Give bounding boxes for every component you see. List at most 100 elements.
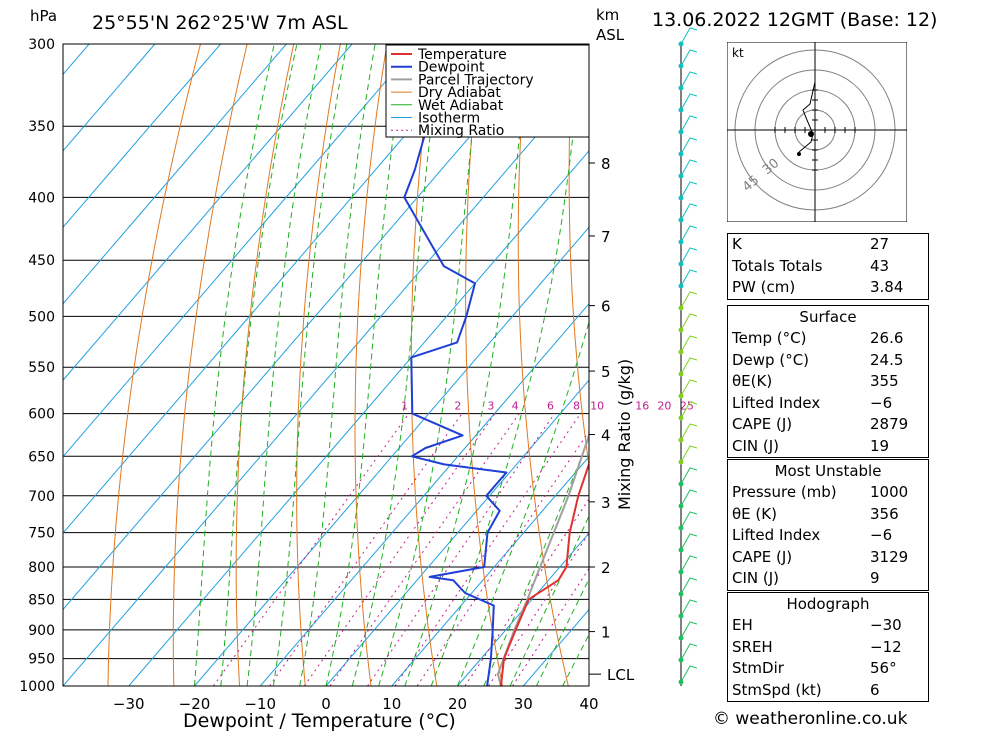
wind-barb [680,357,698,375]
index-row: Lifted Index −6 [728,525,928,547]
isotherm-line [63,44,287,305]
index-row: K 27 [728,234,928,256]
index-value: 24.5 [870,350,904,369]
pressure-tick-label: 950 [28,652,55,668]
hodograph-trace [798,81,816,153]
mixing-ratio-label: 20 [657,400,671,413]
hodograph-point [797,152,801,156]
wind-barb [680,335,698,353]
legend-box [385,44,590,138]
index-label: CAPE (J) [732,415,793,433]
lcl-label: LCL [607,666,635,684]
profile-lines [403,44,589,686]
dry-adiabat-line [465,44,503,686]
wind-barb [680,313,698,331]
dry-adiabat-line [354,44,388,686]
pressure-tick-label: 700 [28,489,55,505]
wind-barb [680,93,698,111]
pressure-tick-label: 650 [28,449,55,465]
index-value: 27 [870,235,890,253]
axis-labels: 3003504004505005506006507007508008509009… [19,37,694,713]
index-label: Lifted Index [732,393,821,412]
mixing-ratio-label: 4 [512,400,519,413]
wind-barb [680,423,698,441]
wet-adiabat-line [272,44,348,686]
wet-adiabat-line [220,44,298,686]
index-table-top: K 27 Totals Totals 43 PW (cm) 3.84 [727,233,929,300]
location-title: 25°55'N 262°25'W 7m ASL [92,12,348,34]
index-label: K [732,235,742,253]
pressure-tick-label: 300 [28,37,55,53]
wind-barb [680,379,698,397]
km-tick-label: 4 [601,427,611,445]
index-label: Temp (°C) [732,329,807,347]
isotherm-line [457,532,589,686]
mixing-ratio-label: 25 [680,400,694,413]
pressure-tick-label: 750 [28,526,55,542]
wind-barb [680,665,698,683]
dry-adiabat-line [296,44,341,686]
km-tick-label: 1 [601,624,611,642]
index-row: PW (cm) 3.84 [728,277,928,299]
index-label: PW (cm) [732,278,796,296]
x-axis-title: Dewpoint / Temperature (°C) [183,710,456,732]
wind-barb [680,291,698,309]
dry-adiabat-line [107,44,201,686]
index-label: CAPE (J) [732,547,793,566]
isotherm-line [391,455,589,686]
index-label: CIN (J) [732,569,780,587]
index-row: Pressure (mb) 1000 [728,482,928,504]
temperature-tick-label: 20 [448,695,467,713]
wet-adiabat-line [246,44,322,686]
wind-barb [680,115,698,133]
isotherm-line [194,226,589,686]
background-lines [63,44,720,686]
mixing-ratio-label: 8 [573,400,580,413]
mixing-ratio-label: 2 [454,400,461,413]
index-label: Pressure (mb) [732,483,837,501]
index-row: Lifted Index −6 [728,393,928,415]
index-value: 3129 [870,547,909,566]
wet-adiabat-line [194,44,275,686]
wet-adiabat-line [457,320,589,686]
pressure-tick-label: 800 [28,560,55,576]
index-section-title: Most Unstable [774,462,882,480]
index-value: 43 [870,256,890,275]
dry-adiabat-line [713,44,720,686]
wind-barb [680,643,698,661]
mixing-ratio-label: 6 [547,400,554,413]
wind-barb [680,401,698,419]
footer-credit: © weatheronline.co.uk [713,709,908,729]
pressure-tick-label: 550 [28,360,55,376]
pressure-tick-label: 850 [28,592,55,608]
wind-barb [680,555,698,573]
wind-barb [680,533,698,551]
index-row: StmSpd (kt) 6 [728,680,928,702]
temperature-tick-label: 40 [579,695,598,713]
wind-barb [680,137,698,155]
index-row: θE (K) 356 [728,504,928,526]
wind-barb [680,181,698,199]
hodograph-unit-label: kt [732,46,744,60]
index-label: StmDir [732,659,784,677]
wind-barb [680,621,698,639]
dewpoint-line [403,44,508,686]
wind-barb [680,511,698,529]
temperature-tick-label: −30 [113,695,145,713]
index-label: Dewp (°C) [732,350,810,369]
wet-adiabat-line [483,436,589,686]
index-label: SREH [732,637,773,656]
wet-adiabat-line [299,44,376,686]
wind-barb [680,247,698,265]
index-label: StmSpd (kt) [732,680,822,699]
mixing-ratio-line [512,567,589,686]
mixing-ratio-label: 3 [487,400,494,413]
index-row: StmDir 56° [728,658,928,680]
index-value: 356 [870,504,899,523]
km-tick-label: 3 [601,494,611,512]
wet-adiabat-line [325,44,407,686]
wet-adiabat-line [509,514,589,686]
mixing-ratio-line [488,532,589,686]
km-tick-label: 6 [601,298,611,316]
